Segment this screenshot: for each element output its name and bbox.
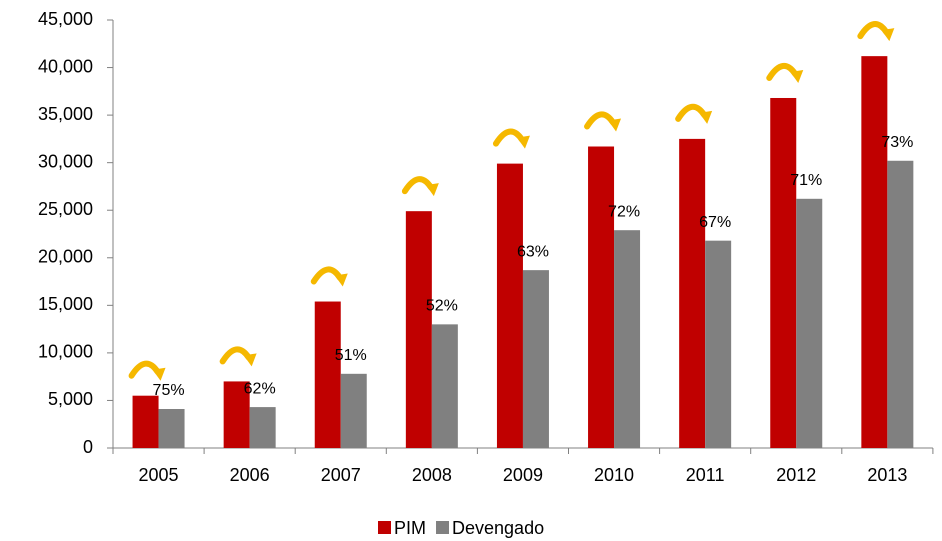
ratio-label: 71% xyxy=(790,172,822,189)
arrow-head xyxy=(152,367,166,381)
bar xyxy=(588,146,615,448)
arrow-decoration xyxy=(857,21,890,40)
bar xyxy=(314,301,341,448)
x-tick-label: 2012 xyxy=(776,465,816,485)
bar xyxy=(405,211,432,448)
bar xyxy=(861,56,888,449)
bar xyxy=(158,409,185,448)
bar xyxy=(522,270,549,448)
legend-label: Devengado xyxy=(452,518,544,538)
arrow-head xyxy=(516,135,530,149)
x-tick-label: 2010 xyxy=(594,465,634,485)
legend-swatch xyxy=(436,521,450,534)
arrow-head xyxy=(881,28,895,42)
arrow-head xyxy=(243,353,257,367)
arrow-decoration xyxy=(675,103,708,122)
y-tick-label: 0 xyxy=(83,437,93,457)
arrow-head xyxy=(699,110,713,124)
bar xyxy=(770,97,797,448)
ratio-label: 72% xyxy=(608,203,640,220)
arrow-head xyxy=(790,69,804,83)
arrow-decoration xyxy=(401,176,434,195)
x-tick-label: 2009 xyxy=(503,465,543,485)
arrow-decoration xyxy=(492,128,525,147)
bar xyxy=(887,160,914,448)
y-tick-label: 10,000 xyxy=(38,342,93,362)
x-tick-label: 2006 xyxy=(230,465,270,485)
y-tick-label: 30,000 xyxy=(38,151,93,171)
bar xyxy=(132,395,159,448)
ratio-label: 51% xyxy=(335,347,367,364)
arrow-head xyxy=(425,183,439,197)
arrow-head xyxy=(608,118,622,132)
ratio-label: 67% xyxy=(699,214,731,231)
arrow-head xyxy=(334,273,348,287)
bar xyxy=(614,230,641,448)
x-tick-label: 2005 xyxy=(139,465,179,485)
bar xyxy=(679,138,706,448)
y-tick-label: 35,000 xyxy=(38,104,93,124)
arrow-decoration xyxy=(766,62,799,81)
bar xyxy=(223,381,250,448)
ratio-label: 63% xyxy=(517,243,549,260)
x-tick-label: 2008 xyxy=(412,465,452,485)
y-tick-label: 40,000 xyxy=(38,56,93,76)
bar xyxy=(340,373,367,448)
bar xyxy=(705,240,732,448)
bar xyxy=(796,198,823,448)
legend-label: PIM xyxy=(394,518,426,538)
x-tick-label: 2013 xyxy=(867,465,907,485)
ratio-label: 73% xyxy=(881,134,913,151)
y-tick-label: 15,000 xyxy=(38,294,93,314)
x-tick-label: 2011 xyxy=(686,465,725,485)
arrow-decoration xyxy=(584,111,617,130)
arrow-decoration xyxy=(128,360,161,379)
y-tick-label: 5,000 xyxy=(48,389,93,409)
ratio-label: 62% xyxy=(244,380,276,397)
ratio-label: 52% xyxy=(426,298,458,315)
y-tick-label: 25,000 xyxy=(38,199,93,219)
x-tick-label: 2007 xyxy=(321,465,361,485)
ratio-label: 75% xyxy=(153,382,185,399)
y-tick-label: 45,000 xyxy=(38,9,93,29)
arrow-decoration xyxy=(219,346,252,365)
bar xyxy=(496,163,523,448)
y-tick-label: 20,000 xyxy=(38,247,93,267)
bar xyxy=(249,407,276,448)
bar xyxy=(431,324,458,448)
arrow-decoration xyxy=(310,266,343,285)
legend-swatch xyxy=(378,521,391,534)
